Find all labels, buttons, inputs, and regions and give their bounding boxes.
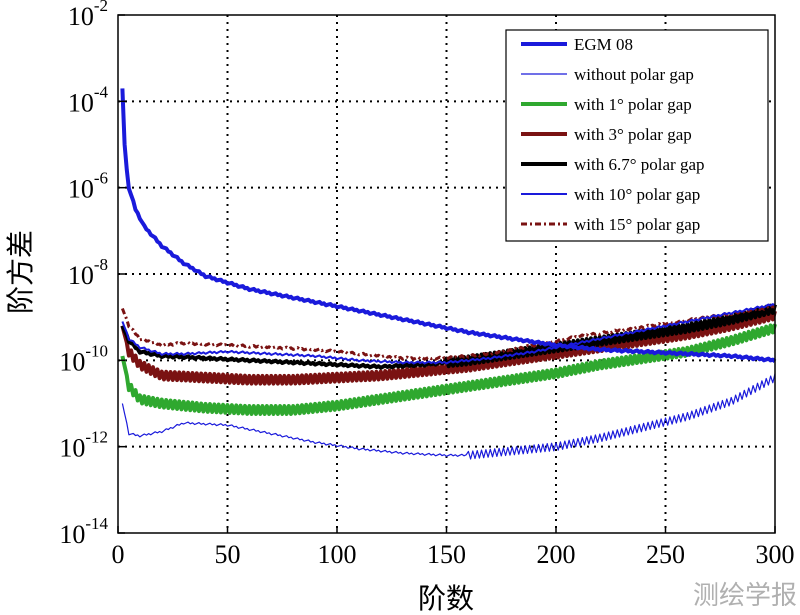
x-tick-label: 300 [756, 540, 795, 569]
series-line [120, 303, 777, 370]
legend-label: with 1° polar gap [574, 95, 692, 114]
legend-label: with 15° polar gap [574, 215, 700, 234]
x-tick-label: 0 [112, 540, 125, 569]
legend-label: without polar gap [574, 65, 694, 84]
y-tick-label: 10-2 [68, 0, 108, 31]
ticks [117, 14, 776, 534]
series-line [120, 88, 777, 363]
y-axis-label: 阶方差 [4, 230, 37, 314]
x-axis-label: 阶数 [418, 582, 474, 615]
series-line [121, 303, 776, 365]
legend: EGM 08 without polar gap with 1° polar gap… [505, 29, 769, 242]
x-tick-label: 250 [646, 540, 685, 569]
legend-label: with 6.7° polar gap [574, 155, 705, 174]
series-line [120, 304, 776, 361]
y-tick-label: 10-6 [68, 169, 108, 204]
legend-label: with 3° polar gap [574, 125, 692, 144]
y-tick-label: 10-8 [68, 255, 108, 290]
series-line [121, 373, 776, 460]
x-tick-labels: 0 50 100 150 200 250 300 [112, 540, 795, 569]
y-tick-labels: 10-2 10-4 10-6 10-8 10-10 10-12 10-14 [59, 0, 108, 549]
y-tick-label: 10-12 [59, 428, 108, 463]
y-tick-label: 10-10 [59, 341, 108, 376]
y-tick-label: 10-14 [59, 514, 108, 549]
x-tick-label: 100 [318, 540, 357, 569]
y-tick-label: 10-4 [68, 82, 109, 117]
legend-label: EGM 08 [574, 35, 633, 54]
series-line [120, 310, 777, 386]
series-layer [120, 88, 777, 460]
watermark: 测绘学报 [693, 581, 797, 611]
legend-label: with 10° polar gap [574, 185, 700, 204]
x-tick-label: 200 [537, 540, 576, 569]
x-tick-label: 50 [215, 540, 241, 569]
x-tick-label: 150 [427, 540, 466, 569]
